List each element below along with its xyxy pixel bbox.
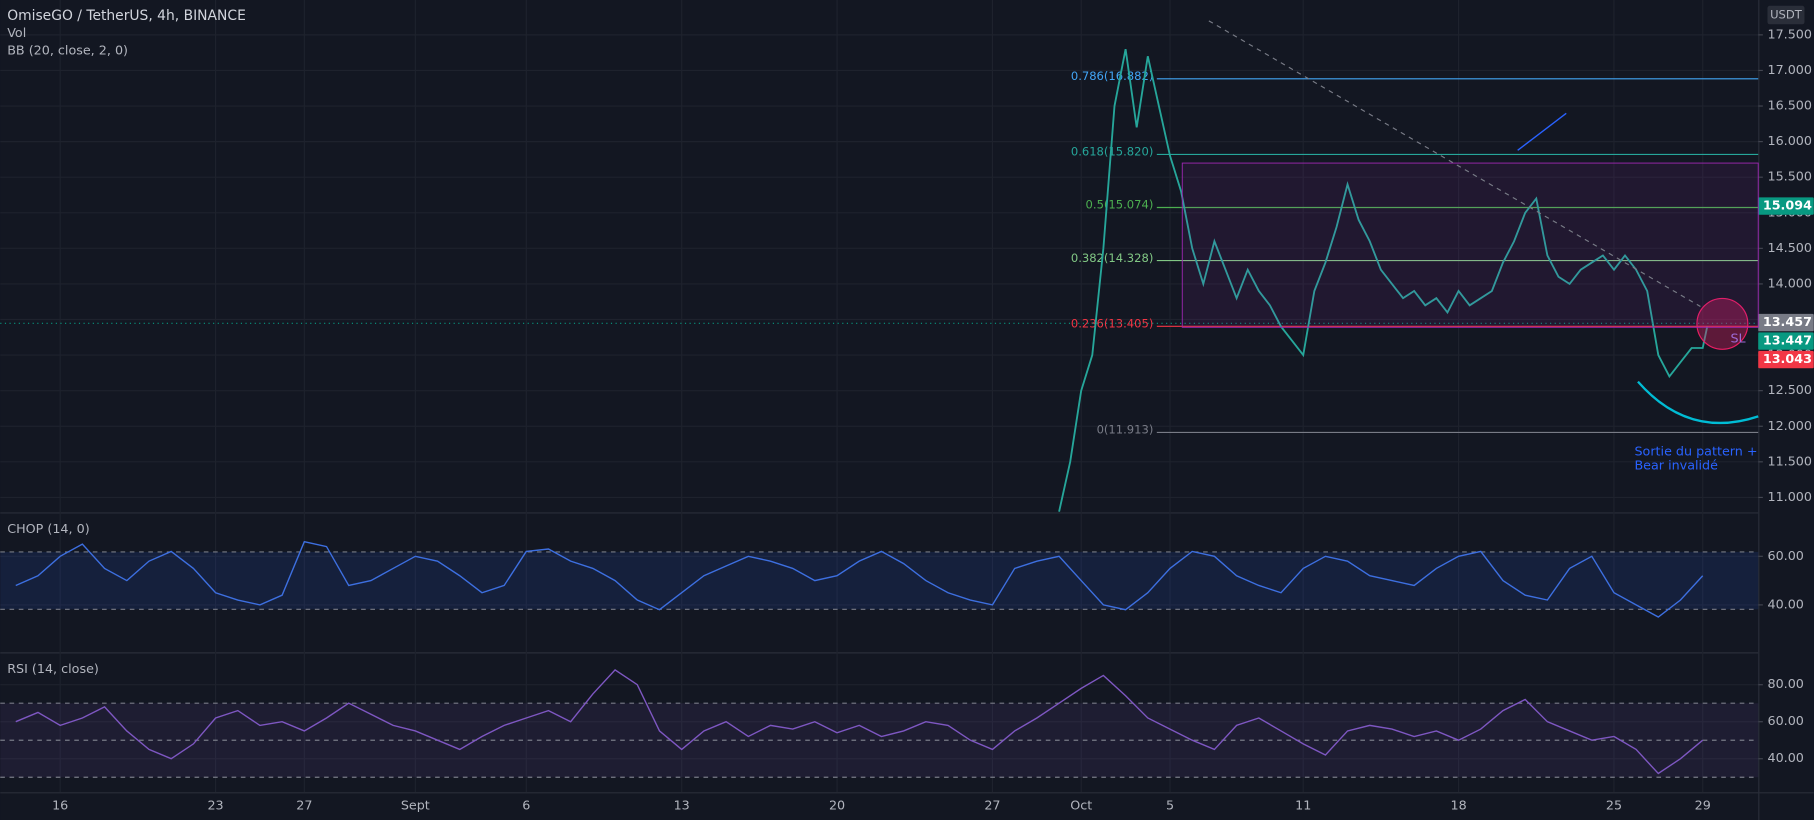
indicator-label: Vol [7, 25, 26, 40]
annotation: SL [1730, 330, 1746, 345]
y-tick-label: 17.000 [1767, 62, 1812, 77]
fib-label: 0.5(15.074) [1086, 198, 1154, 212]
price-label-box [1758, 313, 1814, 332]
fib-label: 0(11.913) [1097, 423, 1154, 437]
y-tick-label: 11.500 [1767, 453, 1812, 468]
highlight-circle [1696, 297, 1749, 350]
axis-unit: USDT [1770, 8, 1803, 22]
fib-label: 0.382(14.328) [1071, 251, 1153, 265]
price-label: 13.447 [1763, 333, 1812, 348]
price-label: 13.043 [1763, 351, 1812, 366]
y-tick-label: 14.000 [1767, 275, 1812, 290]
x-tick-label: 11 [1295, 798, 1311, 813]
x-tick-label: Oct [1070, 798, 1092, 813]
trend-line [1208, 20, 1701, 307]
series-line [1058, 48, 1709, 512]
fib-label: 0.236(13.405) [1071, 316, 1153, 330]
fib-label: 0.786(16.882) [1071, 69, 1153, 83]
series-line [15, 668, 1704, 775]
x-tick-label: Sept [401, 798, 430, 813]
y-tick-label: 16.500 [1767, 98, 1812, 113]
y-tick-label: 60.00 [1767, 713, 1803, 728]
x-tick-label: 18 [1450, 798, 1466, 813]
price-label-box [1758, 332, 1814, 350]
x-tick-label: 5 [1166, 798, 1174, 813]
pattern-box [1181, 162, 1759, 328]
y-tick-label: 12.500 [1767, 382, 1812, 397]
trend-line [1517, 112, 1567, 151]
y-tick-label: 40.00 [1767, 750, 1803, 765]
x-tick-label: 27 [984, 798, 1000, 813]
y-tick-label: 80.00 [1767, 676, 1803, 691]
fib-label: 0.618(15.820) [1071, 145, 1153, 159]
x-tick-label: 20 [829, 798, 845, 813]
y-tick-label: 14.500 [1767, 240, 1812, 255]
curve-drawing [1637, 380, 1759, 425]
annotation: Bear invalidé [1634, 458, 1718, 473]
y-tick-label: 60.00 [1767, 548, 1803, 563]
x-tick-label: 6 [522, 798, 530, 813]
level-band [0, 551, 1759, 610]
price-label: 15.094 [1763, 198, 1812, 213]
x-tick-label: 27 [296, 798, 312, 813]
y-tick-label: 17.500 [1767, 26, 1812, 41]
price-label-box [1758, 350, 1814, 369]
y-tick-label: 11.000 [1767, 489, 1812, 504]
x-tick-label: 29 [1695, 798, 1711, 813]
unit-badge [1767, 5, 1805, 25]
annotation: Sortie du pattern + [1634, 444, 1757, 459]
y-tick-label: 16.000 [1767, 133, 1812, 148]
y-tick-label: 15.500 [1767, 169, 1812, 184]
x-tick-label: 16 [52, 798, 68, 813]
x-tick-label: 23 [207, 798, 223, 813]
indicator-label: BB (20, close, 2, 0) [7, 42, 128, 57]
panel-title: RSI (14, close) [7, 661, 99, 676]
chart-title: OmiseGO / TetherUS, 4h, BINANCE [7, 8, 246, 24]
price-label: 13.457 [1763, 314, 1812, 329]
x-tick-label: 13 [674, 798, 690, 813]
series-line [15, 540, 1704, 618]
price-label-box [1758, 197, 1814, 215]
y-tick-label: 40.00 [1767, 596, 1803, 611]
y-tick-label: 12.000 [1767, 418, 1812, 433]
panel-title: CHOP (14, 0) [7, 521, 89, 536]
x-tick-label: 25 [1606, 798, 1622, 813]
